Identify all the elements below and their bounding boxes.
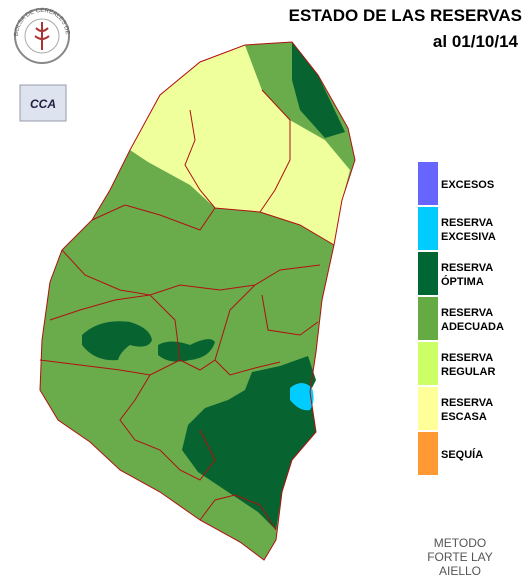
legend-swatch bbox=[418, 252, 438, 295]
legend-label: ÓPTIMA bbox=[441, 275, 484, 288]
legend-swatch bbox=[418, 162, 438, 205]
legend-label: SEQUÍA bbox=[441, 448, 483, 461]
legend-label: RESERVA bbox=[441, 397, 493, 409]
title: ESTADO DE LAS RESERVAS bbox=[289, 6, 522, 25]
legend-label: RESERVA bbox=[441, 307, 493, 319]
legend-swatch bbox=[418, 342, 438, 385]
legend-label: EXCESOS bbox=[441, 179, 494, 191]
legend-swatch bbox=[418, 207, 438, 250]
legend-label: REGULAR bbox=[441, 366, 495, 378]
legend-swatch bbox=[418, 297, 438, 340]
legend-label: EXCESIVA bbox=[441, 231, 496, 243]
legend-label: RESERVA bbox=[441, 262, 493, 274]
legend-label: RESERVA bbox=[441, 217, 493, 229]
badge bbox=[19, 84, 67, 122]
legend-label: ADECUADA bbox=[441, 321, 504, 333]
legend-label: RESERVA bbox=[441, 352, 493, 364]
legend-label: ESCASA bbox=[441, 411, 487, 423]
legend-swatch bbox=[418, 387, 438, 430]
date: al 01/10/14 bbox=[433, 32, 519, 51]
method-text: FORTE LAY bbox=[427, 550, 493, 564]
badge-text: CCA bbox=[30, 97, 56, 111]
legend-swatch bbox=[418, 432, 438, 475]
method-text: METODO bbox=[434, 536, 486, 550]
legend: EXCESOSRESERVAEXCESIVARESERVAÓPTIMARESER… bbox=[418, 162, 504, 475]
method-text: AIELLO bbox=[439, 564, 481, 576]
logo: BOLSA DE CEREALES DE ENTRE RIOS bbox=[0, 0, 70, 64]
province-map bbox=[39, 41, 356, 561]
